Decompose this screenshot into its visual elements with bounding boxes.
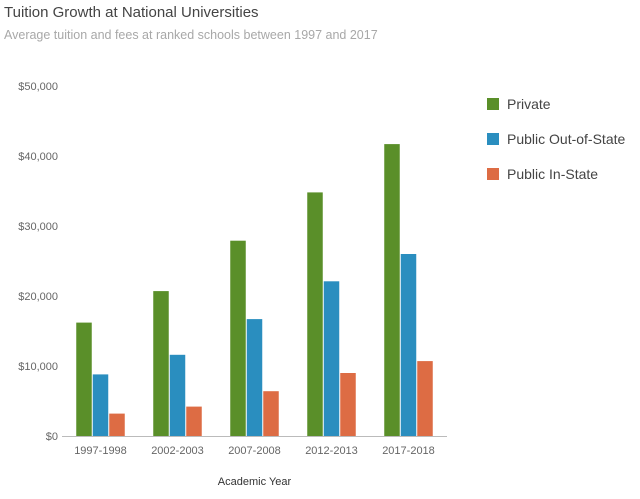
legend-label-public-in-state: Public In-State: [507, 165, 599, 182]
bar-public-in-state-2007-2008: [263, 391, 279, 436]
x-tick-label: 1997-1998: [74, 445, 127, 457]
bar-public-out-of-state-2002-2003: [169, 354, 186, 436]
legend-label-public-out-of-state: Public Out-of-State: [507, 130, 626, 147]
bar-private-2002-2003: [153, 291, 169, 436]
bar-public-in-state-2017-2018: [417, 361, 433, 436]
legend-item-public-in-state[interactable]: Public In-State: [487, 156, 625, 191]
y-tick-label: $50,000: [18, 81, 58, 93]
x-tick-label: 2017-2018: [382, 445, 435, 457]
bar-public-out-of-state-2007-2008: [246, 319, 263, 436]
chart-subtitle: Average tuition and fees at ranked schoo…: [4, 28, 378, 42]
bar-public-out-of-state-2017-2018: [400, 254, 417, 436]
legend-swatch-public-out-of-state: [487, 132, 499, 145]
bar-private-1997-1998: [76, 322, 92, 436]
bar-public-in-state-2002-2003: [186, 406, 202, 436]
y-tick-label: $20,000: [18, 291, 58, 303]
chart-legend: Private Public Out-of-State Public In-St…: [487, 86, 625, 191]
y-tick-label: $10,000: [18, 361, 58, 373]
legend-swatch-private: [487, 97, 499, 110]
y-tick-label: $40,000: [18, 151, 58, 163]
bar-public-in-state-1997-1998: [109, 413, 125, 436]
bar-private-2012-2013: [307, 192, 323, 436]
legend-label-private: Private: [507, 95, 551, 112]
legend-item-public-out-of-state[interactable]: Public Out-of-State: [487, 121, 625, 156]
x-axis-title: Academic Year: [218, 476, 292, 488]
x-tick-label: 2007-2008: [228, 445, 281, 457]
bar-public-in-state-2012-2013: [340, 373, 356, 436]
x-tick-label: 2002-2003: [151, 445, 204, 457]
bar-private-2017-2018: [384, 144, 400, 436]
bar-public-out-of-state-1997-1998: [92, 374, 109, 436]
legend-swatch-public-in-state: [487, 167, 499, 180]
bar-private-2007-2008: [230, 240, 246, 436]
legend-item-private[interactable]: Private: [487, 86, 625, 121]
y-tick-label: $30,000: [18, 221, 58, 233]
y-tick-label: $0: [46, 431, 58, 443]
bar-public-out-of-state-2012-2013: [323, 281, 340, 436]
x-tick-label: 2012-2013: [305, 445, 358, 457]
chart-title: Tuition Growth at National Universities: [4, 4, 259, 21]
